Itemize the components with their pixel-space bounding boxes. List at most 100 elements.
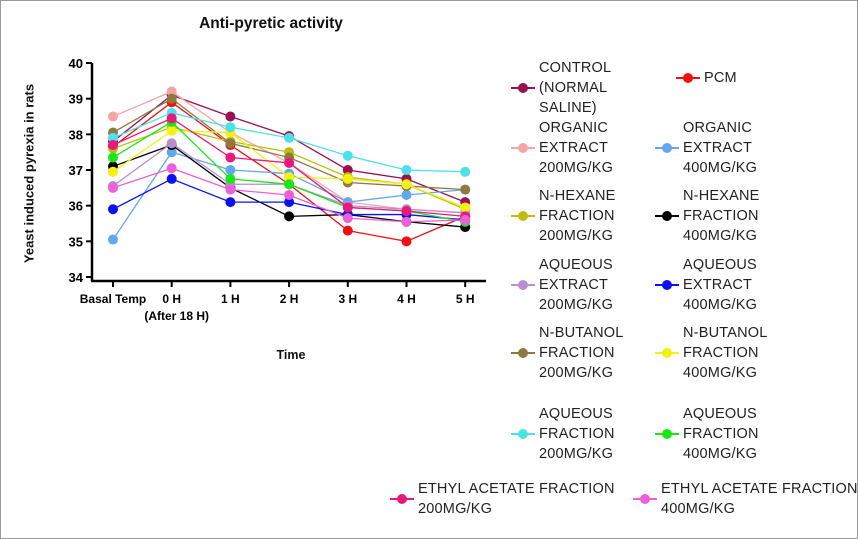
data-point [225, 184, 236, 195]
data-point [284, 132, 295, 143]
x-axis-label: Time [276, 348, 306, 362]
y-tick-label: 35 [69, 234, 83, 249]
legend-label: ORGANIC EXTRACT 200MG/KG [539, 120, 614, 176]
legend-marker-icon [676, 72, 700, 84]
data-point [166, 147, 177, 158]
data-point [108, 111, 118, 122]
data-point [284, 211, 295, 222]
data-point [284, 197, 295, 208]
y-tick-label: 34 [69, 270, 84, 285]
data-point [342, 213, 353, 224]
data-point [342, 173, 353, 184]
legend-marker-icon [655, 347, 679, 359]
legend-item: AQUEOUS FRACTION 400MG/KG [655, 404, 778, 464]
legend-label: N-HEXANE FRACTION 400MG/KG [683, 188, 760, 244]
x-tick-label: 0 H (After 18 H) [144, 292, 209, 323]
data-point [108, 182, 118, 193]
legend-marker-icon [655, 428, 679, 440]
data-point [166, 93, 177, 104]
y-tick-label: 36 [69, 199, 83, 214]
x-tick-label: 3 H [338, 292, 357, 306]
data-point [225, 197, 236, 208]
data-point [460, 184, 471, 195]
legend-item: ETHYL ACETATE FRACTION 200MG/KG [390, 479, 618, 519]
data-point [225, 122, 236, 133]
x-tick-label: 5 H [456, 292, 475, 306]
data-point [108, 166, 118, 177]
data-point [284, 179, 295, 190]
data-point [166, 163, 177, 174]
data-point [108, 234, 118, 245]
y-tick-label: 39 [69, 92, 83, 107]
data-point [342, 150, 353, 161]
data-point [401, 206, 412, 217]
legend-label: N-BUTANOL FRACTION 400MG/KG [683, 325, 767, 381]
data-point [166, 173, 177, 184]
legend-marker-icon [511, 210, 535, 222]
y-tick-label: 40 [69, 56, 83, 71]
legend-label: ETHYL ACETATE FRACTION 400MG/KG [661, 481, 858, 517]
legend-marker-icon [511, 279, 535, 291]
data-point [401, 189, 412, 200]
data-point [225, 152, 236, 163]
data-point [108, 204, 118, 215]
data-point [284, 189, 295, 200]
data-point [166, 125, 177, 136]
legend-item: PCM [676, 68, 764, 88]
legend-marker-icon [655, 279, 679, 291]
legend-label: ORGANIC EXTRACT 400MG/KG [683, 120, 758, 176]
data-point [225, 111, 236, 122]
legend-marker-icon [511, 347, 535, 359]
data-point [460, 166, 471, 177]
data-point [166, 86, 177, 97]
legend-label: AQUEOUS EXTRACT 200MG/KG [539, 257, 614, 313]
legend-marker-icon [511, 428, 535, 440]
data-point [401, 165, 412, 175]
data-point [108, 140, 118, 151]
legend-marker-icon [511, 142, 535, 154]
legend-marker-icon [390, 493, 414, 505]
data-point [108, 132, 118, 143]
data-point [401, 236, 412, 247]
data-point [342, 165, 353, 175]
data-point [401, 216, 412, 227]
legend-item: CONTROL (NORMAL SALINE) [511, 58, 631, 118]
legend-item: ETHYL ACETATE FRACTION 400MG/KG [633, 479, 858, 519]
legend-label: AQUEOUS EXTRACT 400MG/KG [683, 257, 758, 313]
legend-label: PCM [704, 70, 737, 86]
legend-label: CONTROL (NORMAL SALINE) [539, 60, 611, 116]
legend-label: ETHYL ACETATE FRACTION 200MG/KG [418, 481, 615, 517]
legend-item: AQUEOUS EXTRACT 400MG/KG [655, 255, 778, 315]
y-tick-label: 38 [69, 127, 83, 142]
data-point [401, 179, 412, 190]
data-point [225, 138, 236, 149]
x-tick-label: 4 H [397, 292, 416, 306]
data-point [166, 113, 177, 124]
data-point [460, 202, 471, 213]
y-tick-label: 37 [69, 163, 83, 178]
data-point [108, 152, 118, 163]
data-point [460, 214, 471, 225]
data-point [342, 225, 353, 236]
legend-item: N-BUTANOL FRACTION 200MG/KG [511, 323, 634, 383]
legend-marker-icon [655, 210, 679, 222]
x-tick-label: 2 H [280, 292, 299, 306]
legend-item: N-BUTANOL FRACTION 400MG/KG [655, 323, 783, 383]
chart-title: Anti-pyretic activity [199, 15, 343, 32]
legend-item: ORGANIC EXTRACT 400MG/KG [655, 118, 778, 178]
legend-item: N-HEXANE FRACTION 200MG/KG [511, 186, 634, 246]
legend-marker-icon [633, 493, 657, 505]
legend-label: AQUEOUS FRACTION 200MG/KG [539, 406, 615, 462]
legend-item: AQUEOUS FRACTION 200MG/KG [511, 404, 634, 464]
y-axis-label: Yeast induced pyrexia in rats [21, 83, 37, 264]
data-point [225, 173, 236, 184]
legend-label: N-HEXANE FRACTION 200MG/KG [539, 188, 616, 244]
legend-label: N-BUTANOL FRACTION 200MG/KG [539, 325, 623, 381]
legend-item: ORGANIC EXTRACT 200MG/KG [511, 118, 634, 178]
data-point [166, 138, 177, 149]
legend-label: AQUEOUS FRACTION 400MG/KG [683, 406, 759, 462]
data-point [284, 172, 295, 183]
x-tick-label: 1 H [221, 292, 240, 306]
